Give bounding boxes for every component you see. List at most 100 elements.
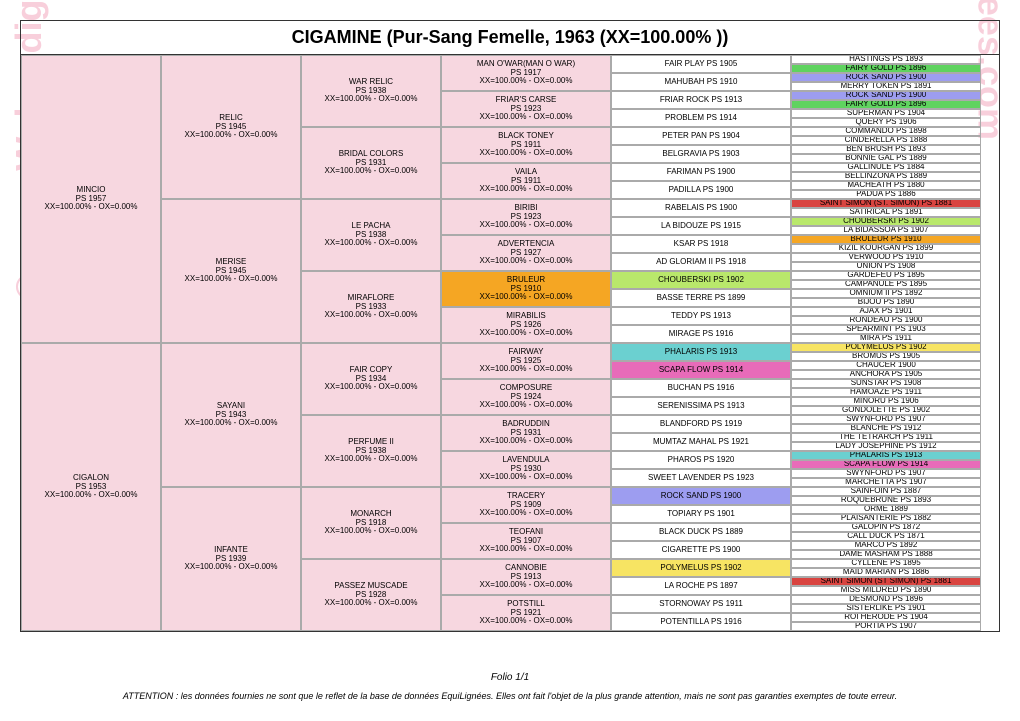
pedigree-cell: BASSE TERRE PS 1899 bbox=[611, 289, 791, 307]
pedigree-cell: PHALARIS PS 1913 bbox=[611, 343, 791, 361]
pedigree-cell: SUPERMAN PS 1904 bbox=[791, 109, 981, 118]
pedigree-cell: SAINT SIMON (ST SIMON) PS 1881 bbox=[791, 577, 981, 586]
pedigree-cell: FAIR PLAY PS 1905 bbox=[611, 55, 791, 73]
pedigree-cell: OMNIUM II PS 1892 bbox=[791, 289, 981, 298]
pedigree-cell: BADRUDDINPS 1931XX=100.00% - OX=0.00% bbox=[441, 415, 611, 451]
pedigree-cell: LE PACHAPS 1938XX=100.00% - OX=0.00% bbox=[301, 199, 441, 271]
pedigree-cell: KIZIL KOURGAN PS 1899 bbox=[791, 244, 981, 253]
pedigree-cell: BELGRAVIA PS 1903 bbox=[611, 145, 791, 163]
pedigree-cell: BRULEURPS 1910XX=100.00% - OX=0.00% bbox=[441, 271, 611, 307]
pedigree-cell: CINDERELLA PS 1888 bbox=[791, 136, 981, 145]
pedigree-cell: PERFUME IIPS 1938XX=100.00% - OX=0.00% bbox=[301, 415, 441, 487]
pedigree-cell: MACHEATH PS 1880 bbox=[791, 181, 981, 190]
pedigree-cell: BRULEUR PS 1910 bbox=[791, 235, 981, 244]
pedigree-cell: PROBLEM PS 1914 bbox=[611, 109, 791, 127]
pedigree-cell: SATIRICAL PS 1891 bbox=[791, 208, 981, 217]
pedigree-cell: BLACK TONEYPS 1911XX=100.00% - OX=0.00% bbox=[441, 127, 611, 163]
pedigree-cell: RELICPS 1945XX=100.00% - OX=0.00% bbox=[161, 55, 301, 199]
pedigree-cell: SPEARMINT PS 1903 bbox=[791, 325, 981, 334]
pedigree-cell: AJAX PS 1901 bbox=[791, 307, 981, 316]
pedigree-cell: SERENISSIMA PS 1913 bbox=[611, 397, 791, 415]
pedigree-cell: TOPIARY PS 1901 bbox=[611, 505, 791, 523]
pedigree-cell: HAMOAZE PS 1911 bbox=[791, 388, 981, 397]
pedigree-cell: COMMANDO PS 1898 bbox=[791, 127, 981, 136]
pedigree-cell: RONDEAU PS 1900 bbox=[791, 316, 981, 325]
pedigree-cell: PETER PAN PS 1904 bbox=[611, 127, 791, 145]
pedigree-cell: ROI HERODE PS 1904 bbox=[791, 613, 981, 622]
pedigree-tree: MINCIOPS 1957XX=100.00% - OX=0.00%CIGALO… bbox=[21, 55, 999, 631]
pedigree-cell: POLYMELUS PS 1902 bbox=[791, 343, 981, 352]
pedigree-cell: MINCIOPS 1957XX=100.00% - OX=0.00% bbox=[21, 55, 161, 343]
pedigree-cell: MIRA PS 1911 bbox=[791, 334, 981, 343]
pedigree-cell: ORME 1889 bbox=[791, 505, 981, 514]
pedigree-cell: TRACERYPS 1909XX=100.00% - OX=0.00% bbox=[441, 487, 611, 523]
pedigree-cell: CAMPANULE PS 1895 bbox=[791, 280, 981, 289]
pedigree-cell: VAILAPS 1911XX=100.00% - OX=0.00% bbox=[441, 163, 611, 199]
pedigree-cell: MIRAFLOREPS 1933XX=100.00% - OX=0.00% bbox=[301, 271, 441, 343]
pedigree-cell: BLANDFORD PS 1919 bbox=[611, 415, 791, 433]
pedigree-cell: FRIAR'S CARSEPS 1923XX=100.00% - OX=0.00… bbox=[441, 91, 611, 127]
pedigree-cell: SWYNFORD PS 1907 bbox=[791, 469, 981, 478]
pedigree-cell: SISTERLIKE PS 1901 bbox=[791, 604, 981, 613]
pedigree-cell: POLYMELUS PS 1902 bbox=[611, 559, 791, 577]
pedigree-cell: CHOUBERSKI PS 1902 bbox=[791, 217, 981, 226]
pedigree-cell: LA BIDOUZE PS 1915 bbox=[611, 217, 791, 235]
pedigree-cell: MISS MILDRED PS 1890 bbox=[791, 586, 981, 595]
pedigree-cell: MARCHETTA PS 1907 bbox=[791, 478, 981, 487]
pedigree-cell: CIGALONPS 1953XX=100.00% - OX=0.00% bbox=[21, 343, 161, 631]
pedigree-cell: CIGARETTE PS 1900 bbox=[611, 541, 791, 559]
pedigree-cell: GARDEFEU PS 1895 bbox=[791, 271, 981, 280]
pedigree-cell: FAIRY GOLD PS 1896 bbox=[791, 100, 981, 109]
pedigree-cell: PADILLA PS 1900 bbox=[611, 181, 791, 199]
pedigree-cell: PORTIA PS 1907 bbox=[791, 622, 981, 631]
pedigree-cell: PHALARIS PS 1913 bbox=[791, 451, 981, 460]
pedigree-cell: GALLINULE PS 1884 bbox=[791, 163, 981, 172]
pedigree-cell: BELLINZONA PS 1889 bbox=[791, 172, 981, 181]
pedigree-cell: SAYANIPS 1943XX=100.00% - OX=0.00% bbox=[161, 343, 301, 487]
pedigree-cell: POTENTILLA PS 1916 bbox=[611, 613, 791, 631]
pedigree-cell: RABELAIS PS 1900 bbox=[611, 199, 791, 217]
pedigree-cell: BUCHAN PS 1916 bbox=[611, 379, 791, 397]
pedigree-cell: GONDOLETTE PS 1902 bbox=[791, 406, 981, 415]
pedigree-cell: CHOUBERSKI PS 1902 bbox=[611, 271, 791, 289]
pedigree-cell: TEOFANIPS 1907XX=100.00% - OX=0.00% bbox=[441, 523, 611, 559]
pedigree-cell: HASTINGS PS 1893 bbox=[791, 55, 981, 64]
pedigree-cell: MUMTAZ MAHAL PS 1921 bbox=[611, 433, 791, 451]
pedigree-cell: THE TETRARCH PS 1911 bbox=[791, 433, 981, 442]
pedigree-cell: MAN O'WAR(MAN O WAR)PS 1917XX=100.00% - … bbox=[441, 55, 611, 91]
pedigree-cell: CALL DUCK PS 1871 bbox=[791, 532, 981, 541]
pedigree-cell: MAHUBAH PS 1910 bbox=[611, 73, 791, 91]
pedigree-cell: FRIAR ROCK PS 1913 bbox=[611, 91, 791, 109]
pedigree-cell: FAIRWAYPS 1925XX=100.00% - OX=0.00% bbox=[441, 343, 611, 379]
pedigree-cell: CHAUCER 1900 bbox=[791, 361, 981, 370]
pedigree-cell: LADY JOSEPHINE PS 1912 bbox=[791, 442, 981, 451]
pedigree-cell: SAINFOIN PS 1887 bbox=[791, 487, 981, 496]
pedigree-cell: INFANTEPS 1939XX=100.00% - OX=0.00% bbox=[161, 487, 301, 631]
pedigree-cell: ROCK SAND PS 1900 bbox=[791, 91, 981, 100]
pedigree-cell: ROCK SAND PS 1900 bbox=[611, 487, 791, 505]
pedigree-cell: KSAR PS 1918 bbox=[611, 235, 791, 253]
pedigree-cell: BROMUS PS 1905 bbox=[791, 352, 981, 361]
pedigree-cell: QUERY PS 1906 bbox=[791, 118, 981, 127]
pedigree-cell: ANCHORA PS 1905 bbox=[791, 370, 981, 379]
pedigree-cell: MONARCHPS 1918XX=100.00% - OX=0.00% bbox=[301, 487, 441, 559]
pedigree-cell: WAR RELICPS 1938XX=100.00% - OX=0.00% bbox=[301, 55, 441, 127]
pedigree-cell: COMPOSUREPS 1924XX=100.00% - OX=0.00% bbox=[441, 379, 611, 415]
pedigree-cell: PADUA PS 1886 bbox=[791, 190, 981, 199]
pedigree-cell: BEN BRUSH PS 1893 bbox=[791, 145, 981, 154]
pedigree-cell: PLAISANTERIE PS 1882 bbox=[791, 514, 981, 523]
page-title: CIGAMINE (Pur-Sang Femelle, 1963 (XX=100… bbox=[21, 21, 999, 55]
pedigree-cell: MERRY TOKEN PS 1891 bbox=[791, 82, 981, 91]
pedigree-cell: MIRAGE PS 1916 bbox=[611, 325, 791, 343]
pedigree-cell: GALOPIN PS 1872 bbox=[791, 523, 981, 532]
pedigree-cell: AD GLORIAM II PS 1918 bbox=[611, 253, 791, 271]
pedigree-cell: CANNOBIEPS 1913XX=100.00% - OX=0.00% bbox=[441, 559, 611, 595]
pedigree-cell: MIRABILISPS 1926XX=100.00% - OX=0.00% bbox=[441, 307, 611, 343]
pedigree-cell: PHAROS PS 1920 bbox=[611, 451, 791, 469]
pedigree-cell: BONNIE GAL PS 1889 bbox=[791, 154, 981, 163]
pedigree-cell: STORNOWAY PS 1911 bbox=[611, 595, 791, 613]
pedigree-cell: ADVERTENCIAPS 1927XX=100.00% - OX=0.00% bbox=[441, 235, 611, 271]
pedigree-cell: SCAPA FLOW PS 1914 bbox=[791, 460, 981, 469]
pedigree-cell: FARIMAN PS 1900 bbox=[611, 163, 791, 181]
pedigree-cell: UNION PS 1908 bbox=[791, 262, 981, 271]
